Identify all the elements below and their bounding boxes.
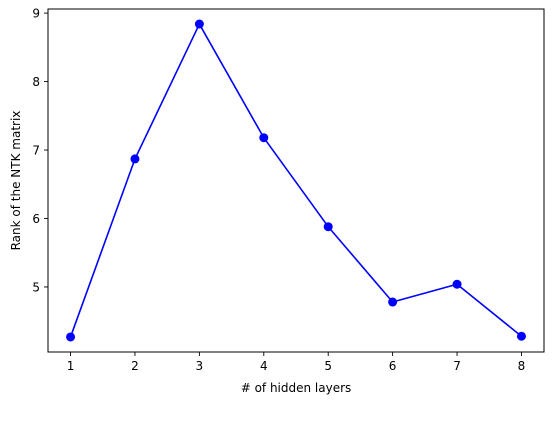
x-axis-ticks: 1 2 3 4 5 6 7 8	[67, 352, 526, 373]
y-axis-ticks: 5 6 7 8 9	[32, 7, 48, 294]
plot-frame	[47, 8, 545, 353]
y-tick-label: 5	[32, 280, 40, 294]
x-tick-label: 6	[389, 359, 397, 373]
plot-area	[66, 19, 526, 342]
x-tick-label: 4	[260, 359, 268, 373]
x-axis-label: # of hidden layers	[241, 381, 352, 395]
series-line	[69, 23, 522, 338]
data-point	[388, 297, 398, 307]
data-point	[452, 279, 462, 289]
x-tick-label: 2	[131, 359, 139, 373]
x-tick-label: 3	[196, 359, 204, 373]
y-tick-label: 9	[32, 7, 40, 21]
x-tick-label: 7	[453, 359, 461, 373]
x-tick-label: 1	[67, 359, 75, 373]
y-tick-label: 7	[32, 144, 40, 158]
data-point	[259, 133, 269, 143]
x-tick-label: 5	[324, 359, 332, 373]
data-point	[194, 19, 204, 29]
data-point	[516, 331, 526, 341]
data-point	[66, 332, 76, 342]
y-axis-label: Rank of the NTK matrix	[9, 111, 23, 251]
data-point	[130, 154, 140, 164]
x-tick-label: 8	[518, 359, 526, 373]
y-tick-label: 8	[32, 75, 40, 89]
data-point	[323, 222, 333, 232]
y-tick-label: 6	[32, 212, 40, 226]
